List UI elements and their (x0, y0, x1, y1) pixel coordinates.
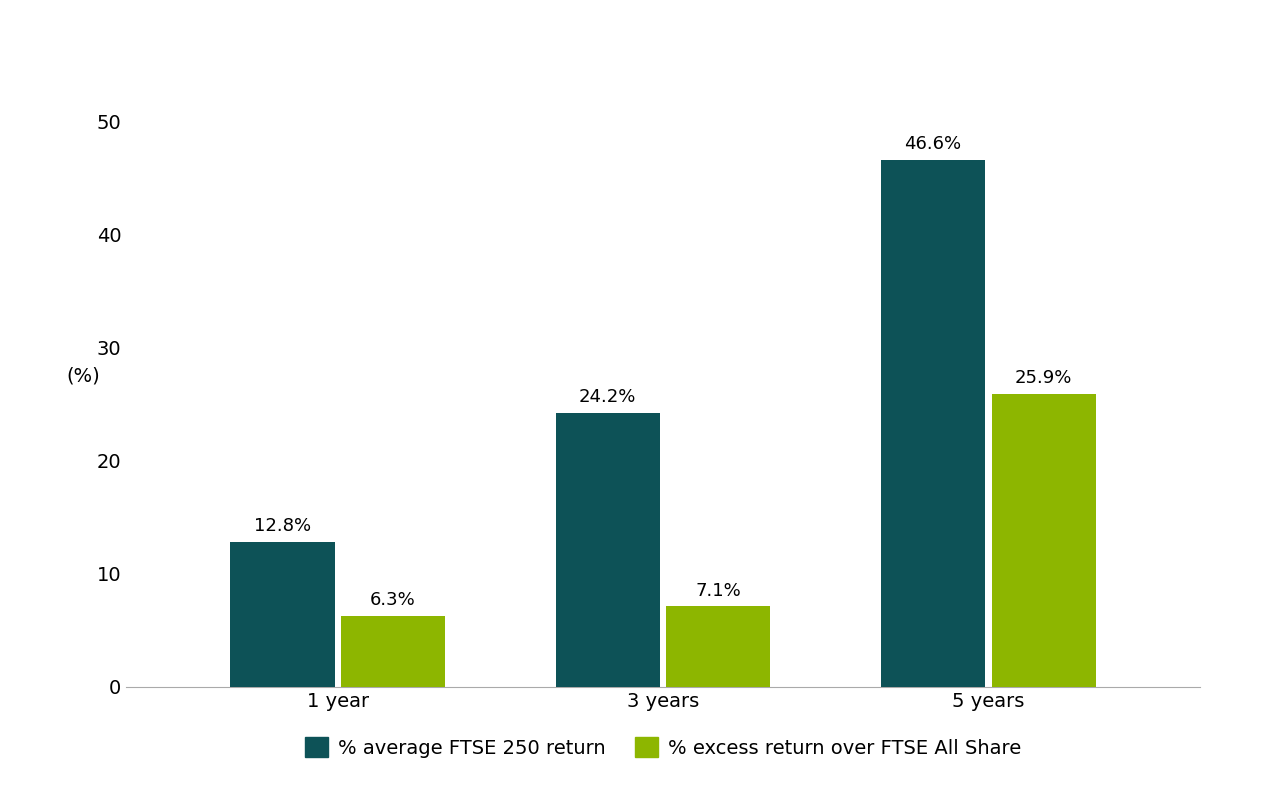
Text: 25.9%: 25.9% (1015, 369, 1072, 387)
Bar (882, 160, 985, 687)
Bar (230, 542, 335, 687)
Text: 7.1%: 7.1% (696, 582, 741, 600)
Text: 6.3%: 6.3% (370, 591, 416, 608)
Bar (556, 413, 659, 687)
Bar (991, 393, 1096, 687)
Y-axis label: (%): (%) (66, 366, 100, 385)
Bar (341, 616, 445, 687)
Text: 24.2%: 24.2% (578, 389, 637, 406)
Text: 46.6%: 46.6% (904, 135, 961, 153)
Text: 12.8%: 12.8% (254, 517, 311, 535)
Legend: % average FTSE 250 return, % excess return over FTSE All Share: % average FTSE 250 return, % excess retu… (304, 738, 1022, 758)
Bar (667, 607, 770, 687)
